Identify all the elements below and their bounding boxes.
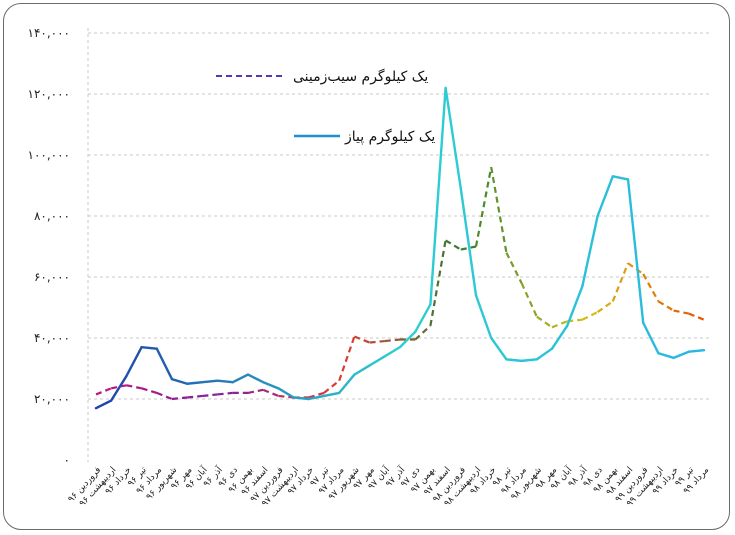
line-segment [688,312,705,321]
line-segment [141,387,158,394]
y-tick-label: ۴۰,۰۰۰ [34,331,70,345]
line-segment [657,300,675,312]
line-segment [277,387,295,399]
line-segment [110,384,127,390]
line-segment [246,373,265,384]
line-segment [581,311,599,321]
y-tick-label: ۱۲۰,۰۰۰ [28,87,71,101]
line-segment [155,347,174,381]
line-segment [673,309,690,315]
line-segment [368,355,386,367]
line-segment [338,336,356,382]
gridlines [87,28,712,462]
line-segment [627,262,644,275]
y-tick-label: ۶۰,۰۰۰ [34,270,70,284]
line-segment [202,393,218,398]
line-segment [687,349,706,353]
line-segment [535,347,554,361]
line-segment [217,391,233,396]
line-segment [414,324,432,341]
line-segment [307,394,326,401]
line-segment [550,324,569,350]
line-segment [308,391,325,399]
line-segment [551,320,568,329]
y-tick-label: ۸۰,۰۰۰ [34,209,70,223]
line-segment [642,321,660,355]
line-segment [262,381,280,390]
line-segment [642,273,660,302]
line-segment [216,379,235,384]
y-tick-label: ۰ [64,453,70,467]
line-segment [520,358,538,363]
line-segment [353,364,371,376]
line-segment [353,335,371,344]
line-segment [672,350,690,360]
chart-frame [3,3,730,530]
line-segment [490,336,508,361]
y-axis-ticks: ۰ ۲۰,۰۰۰ ۴۰,۰۰۰ ۶۰,۰۰۰ ۸۰,۰۰۰ ۱۰۰,۰۰۰ ۱۲۰,۰۰۰ ۱… [28,26,71,467]
legend-label-potato: یک کیلوگرم سیب‌زمینی [293,68,428,85]
line-segment [429,86,447,306]
line-segment [247,388,264,394]
line-segment [520,282,538,318]
onion-series-line [94,86,706,410]
line-segment [566,284,584,327]
y-tick-label: ۱۰۰,۰۰۰ [28,148,71,162]
line-segment [369,339,385,344]
line-segment [536,315,553,329]
line-segment [95,387,112,396]
line-segment [490,167,508,253]
line-segment [474,166,493,247]
line-segment [292,396,310,401]
line-segment [657,352,675,360]
y-tick-label: ۱۴۰,۰۰۰ [28,26,71,40]
series-lines [94,86,706,410]
y-tick-label: ۲۰,۰۰۰ [34,392,70,406]
line-segment [170,377,189,385]
line-segment [383,345,402,358]
line-segment [187,394,203,399]
line-segment [384,338,401,343]
line-segment [262,388,279,397]
line-segment [596,300,614,313]
line-segment [626,178,645,324]
line-segment [126,384,142,390]
line-segment [445,239,462,251]
line-segment [414,303,432,334]
line-segment [94,399,113,410]
legend: یک کیلوگرم سیب‌زمینی یک کیلوگرم پیاز [216,68,435,145]
line-segment [201,379,219,384]
potato-series-line [95,166,705,401]
line-segment [444,86,462,190]
line-segment [429,240,447,326]
line-segment [322,391,341,398]
line-segment [611,175,630,181]
line-segment [231,373,250,384]
line-segment [338,373,356,395]
line-segment [459,187,478,297]
line-segment [185,381,204,385]
line-segment [474,294,493,340]
line-segment [581,214,599,288]
legend-label-onion: یک کیلوگرم پیاز [344,128,435,145]
line-segment [611,262,630,302]
line-segment [109,374,128,402]
line-segment [171,396,188,401]
line-segment [323,379,340,394]
line-segment [460,245,477,251]
line-segment [156,391,173,401]
line-segment [505,358,523,363]
line-segment [398,330,417,349]
line-segment [125,345,143,378]
line-segment [140,345,159,350]
line-segment [505,252,523,284]
line-segment [596,175,614,218]
